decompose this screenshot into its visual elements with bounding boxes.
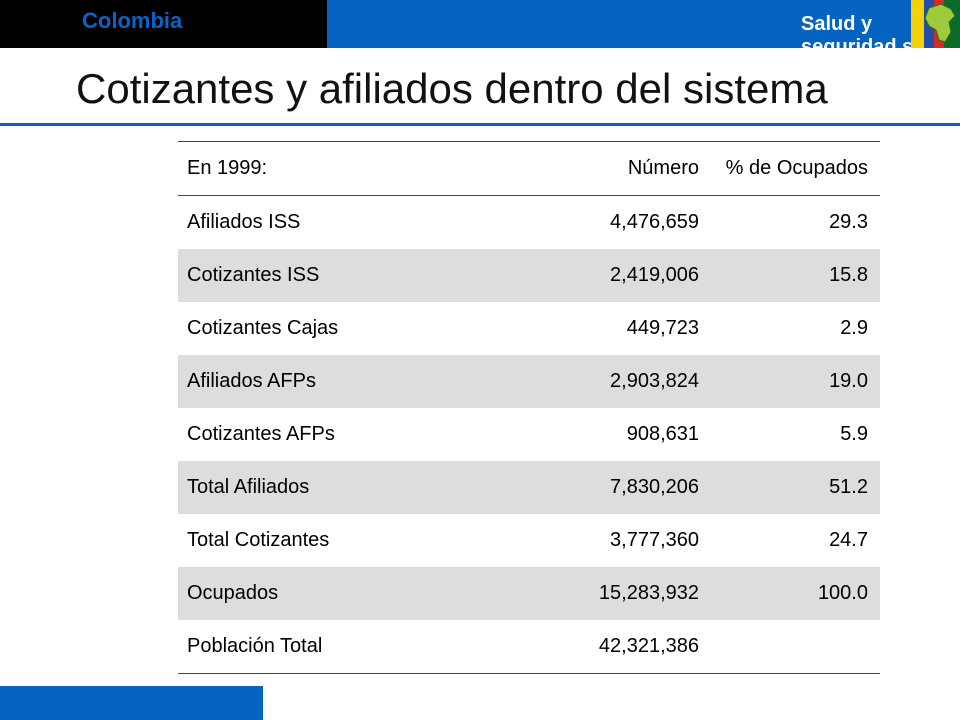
- row-number: 7,830,206: [610, 476, 699, 498]
- row-percent: 51.2: [829, 476, 868, 498]
- row-label: Total Cotizantes: [187, 529, 330, 551]
- row-percent: 15.8: [829, 264, 868, 286]
- row-number: 449,723: [626, 317, 699, 339]
- row-label: Cotizantes AFPs: [187, 423, 335, 445]
- table-row: Cotizantes AFPs 908,631 5.9: [178, 408, 880, 461]
- footer-accent-bar: [0, 686, 263, 720]
- row-number: 15,283,932: [598, 582, 699, 604]
- row-label: Afiliados AFPs: [187, 370, 316, 392]
- row-percent: 19.0: [829, 370, 868, 392]
- table-row: Afiliados AFPs 2,903,824 19.0: [178, 355, 880, 408]
- row-label: Total Afiliados: [187, 476, 310, 498]
- row-percent: 29.3: [829, 211, 868, 233]
- table-row: Población Total 42,321,386: [178, 620, 880, 674]
- column-header-percent: % de Ocupados: [725, 157, 868, 179]
- row-percent: 2.9: [840, 317, 868, 339]
- row-percent: 24.7: [829, 529, 868, 551]
- row-label: Población Total: [187, 635, 323, 657]
- row-label: Cotizantes ISS: [187, 264, 320, 286]
- row-number: 4,476,659: [610, 211, 699, 233]
- data-table: En 1999: Número % de Ocupados Afiliados …: [178, 141, 880, 674]
- table-row: Cotizantes Cajas 449,723 2.9: [178, 302, 880, 355]
- page-title: Cotizantes y afiliados dentro del sistem…: [76, 65, 828, 112]
- row-percent: [713, 620, 880, 674]
- table-row: Ocupados 15,283,932 100.0: [178, 567, 880, 620]
- row-label: Cotizantes Cajas: [187, 317, 339, 339]
- brand-label: Colombia: [82, 8, 183, 33]
- table-header-row: En 1999: Número % de Ocupados: [178, 141, 880, 196]
- row-label: Afiliados ISS: [187, 211, 301, 233]
- title-divider: [0, 123, 960, 126]
- row-number: 3,777,360: [610, 529, 699, 551]
- row-label: Ocupados: [187, 582, 279, 604]
- table-row: Cotizantes ISS 2,419,006 15.8: [178, 249, 880, 302]
- row-percent: 100.0: [817, 582, 868, 604]
- table-row: Total Cotizantes 3,777,360 24.7: [178, 514, 880, 567]
- table-row: Total Afiliados 7,830,206 51.2: [178, 461, 880, 514]
- row-number: 2,419,006: [610, 264, 699, 286]
- row-percent: 5.9: [840, 423, 868, 445]
- header-brand-bar: Colombia: [0, 0, 327, 48]
- column-header-number: Número: [627, 157, 699, 179]
- row-number: 42,321,386: [598, 635, 699, 657]
- header-section-bar: Salud y seguridad social: [327, 0, 960, 58]
- colombia-map-icon: [911, 0, 960, 48]
- row-number: 908,631: [626, 423, 699, 445]
- table-row: Afiliados ISS 4,476,659 29.3: [178, 196, 880, 250]
- column-header-year: En 1999:: [187, 157, 268, 179]
- row-number: 2,903,824: [610, 370, 699, 392]
